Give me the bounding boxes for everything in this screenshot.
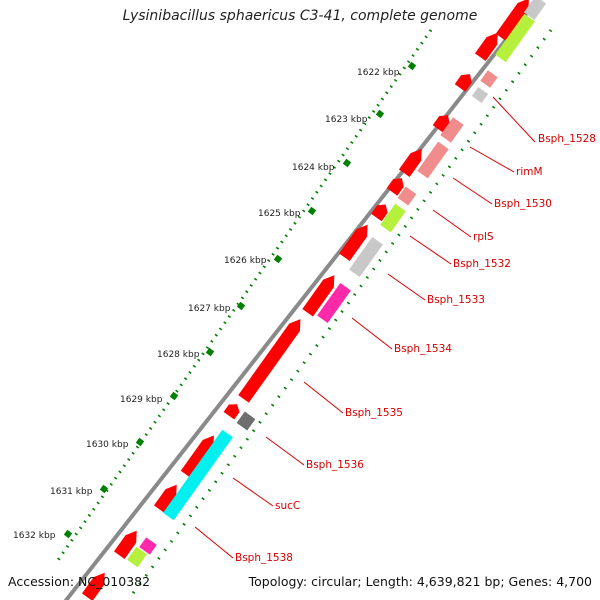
feature-block bbox=[349, 236, 383, 278]
gene-label-leader bbox=[492, 96, 536, 143]
cds-arrow bbox=[153, 484, 177, 513]
cds-arrow bbox=[386, 178, 404, 196]
kbp-label: 1625 kbp bbox=[258, 209, 301, 219]
feature-block bbox=[523, 0, 547, 20]
cds-arrow bbox=[238, 319, 301, 403]
gene-labels: Bsph_1528 rimM Bsph_1530 rplS Bsph_1532 Bsph_… bbox=[194, 96, 596, 564]
gene-label: Bsph_1530 bbox=[494, 198, 552, 210]
gene-label-leader bbox=[452, 177, 493, 205]
gene-label: Bsph_1532 bbox=[453, 258, 511, 270]
gene-label: Bsph_1535 bbox=[345, 407, 403, 419]
genome-backbone-line bbox=[63, 0, 540, 600]
feature-block bbox=[236, 411, 256, 431]
gene-label: rplS bbox=[473, 231, 494, 243]
topology-text: Topology: circular; Length: 4,639,821 bp… bbox=[248, 574, 592, 589]
kbp-label: 1623 kbp bbox=[325, 115, 368, 125]
gene-label-leader bbox=[409, 235, 452, 265]
gene-label: rimM bbox=[516, 166, 543, 178]
kbp-major-tick bbox=[99, 484, 109, 494]
gene-label: sucC bbox=[275, 500, 300, 512]
kbp-major-tick bbox=[375, 109, 385, 119]
gene-label: Bsph_1538 bbox=[235, 552, 293, 564]
cds-arrow bbox=[223, 404, 240, 420]
kbp-major-tick bbox=[63, 529, 73, 539]
feature-block bbox=[417, 141, 449, 179]
gene-label: Bsph_1534 bbox=[394, 343, 452, 355]
kbp-label: 1629 kbp bbox=[120, 395, 163, 405]
kbp-label: 1630 kbp bbox=[86, 440, 129, 450]
kbp-major-tick bbox=[169, 391, 179, 401]
gene-label-leader bbox=[351, 317, 393, 350]
feature-block bbox=[380, 203, 406, 233]
gene-label-leader bbox=[432, 209, 472, 238]
feature-block bbox=[139, 537, 157, 555]
feature-block bbox=[397, 186, 417, 206]
kbp-label: 1627 kbp bbox=[188, 304, 231, 314]
map-title: Lysinibacillus sphaericus C3-41, complet… bbox=[122, 8, 478, 24]
kbp-label: 1628 kbp bbox=[157, 350, 200, 360]
cds-arrow bbox=[371, 204, 388, 222]
feature-block bbox=[127, 546, 147, 568]
gene-label: Bsph_1528 bbox=[538, 133, 596, 145]
kbp-major-tick bbox=[236, 301, 246, 311]
gene-label-leader bbox=[303, 381, 344, 414]
cds-arrow bbox=[302, 275, 335, 317]
kbp-major-tick bbox=[273, 254, 283, 264]
kbp-label: 1624 kbp bbox=[292, 163, 335, 173]
gene-label-leader bbox=[194, 526, 234, 559]
cds-arrow bbox=[113, 530, 137, 559]
kbp-major-tick bbox=[407, 61, 417, 71]
cds-arrow bbox=[474, 32, 498, 61]
gene-label-leader bbox=[469, 146, 515, 173]
feature-block bbox=[163, 429, 233, 521]
kbp-scale: 1622 kbp 1623 kbp 1624 kbp 1625 kbp 1626 kbp… bbox=[13, 61, 417, 541]
kbp-label: 1632 kbp bbox=[13, 531, 56, 541]
feature-block bbox=[440, 117, 464, 143]
feature-block bbox=[480, 70, 498, 88]
cds-arrow bbox=[81, 572, 105, 600]
kbp-major-tick bbox=[135, 437, 145, 447]
kbp-major-tick bbox=[205, 347, 215, 357]
kbp-major-tick bbox=[307, 206, 317, 216]
gene-features bbox=[81, 0, 547, 600]
cds-arrow bbox=[398, 148, 422, 177]
gene-label-leader bbox=[387, 273, 426, 301]
feature-block bbox=[317, 282, 351, 324]
kbp-major-tick bbox=[342, 158, 352, 168]
genome-backbone bbox=[66, 0, 547, 600]
gene-label: Bsph_1533 bbox=[427, 294, 485, 306]
cds-arrow bbox=[180, 435, 214, 479]
accession-text: Accession: NC_010382 bbox=[8, 574, 151, 589]
kbp-label: 1622 kbp bbox=[357, 68, 400, 78]
gene-label: Bsph_1536 bbox=[306, 459, 364, 471]
gene-label-leader bbox=[232, 477, 274, 507]
kbp-label: 1626 kbp bbox=[224, 256, 267, 266]
outer-tick-ring bbox=[56, 29, 433, 561]
feature-block bbox=[471, 87, 489, 103]
kbp-label: 1631 kbp bbox=[50, 487, 93, 497]
cds-arrow bbox=[454, 74, 472, 92]
cds-arrow bbox=[339, 224, 368, 262]
cds-arrow bbox=[495, 0, 529, 42]
gene-label-leader bbox=[265, 436, 305, 466]
feature-block bbox=[495, 13, 535, 63]
